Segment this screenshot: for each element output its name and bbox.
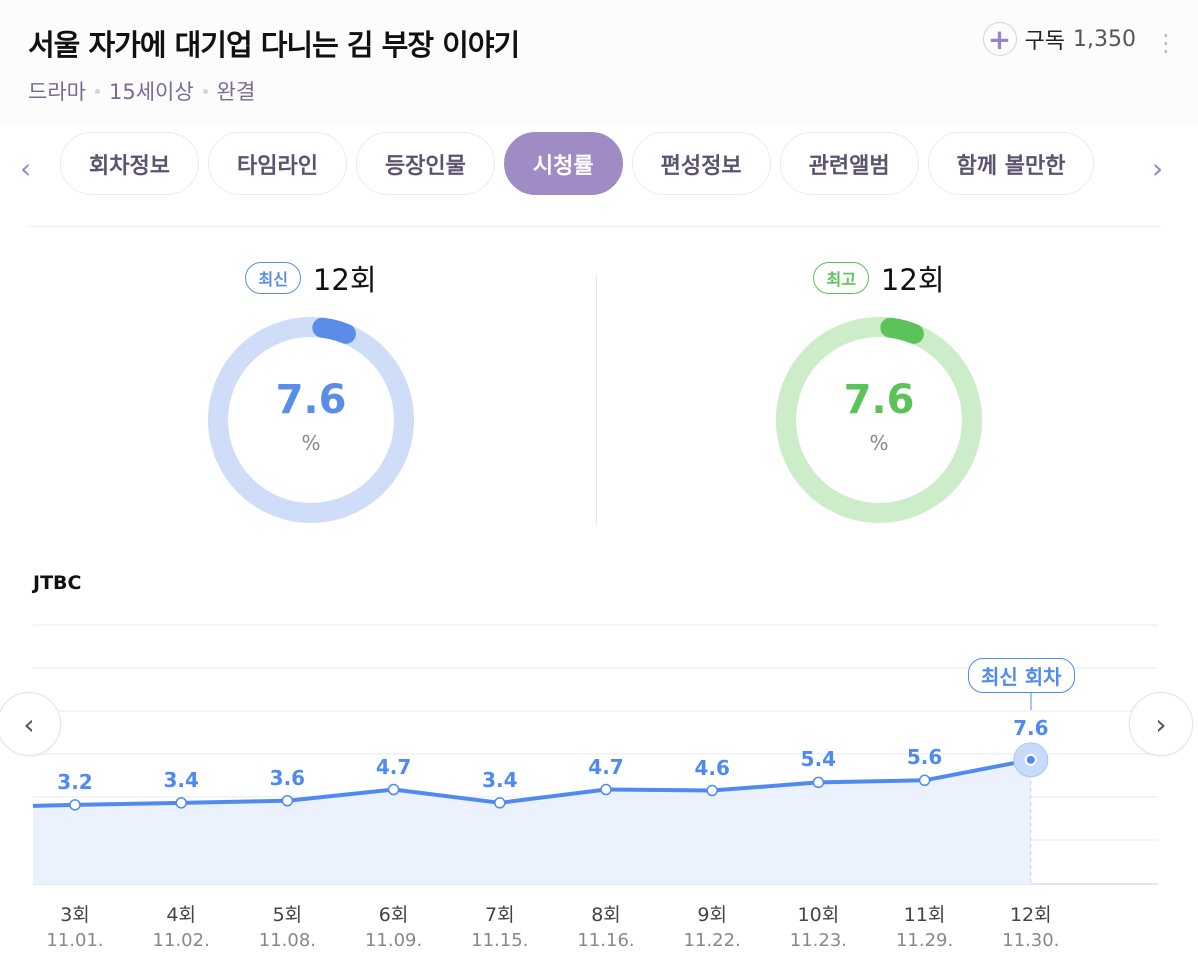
episode-label: 4회: [166, 904, 196, 926]
subscribe-count: 1,350: [1073, 26, 1136, 52]
date-label: 11.15.: [471, 930, 529, 951]
data-point: [812, 776, 825, 789]
data-label: 3.6: [269, 765, 306, 790]
date-label: 11.29.: [895, 930, 954, 951]
data-point: [69, 799, 81, 811]
latest-ring-arc: [208, 317, 414, 523]
latest-unit: %: [301, 431, 321, 455]
date-label: 11.16.: [577, 930, 635, 951]
separator: [94, 88, 100, 94]
more-options-icon[interactable]: · · ·: [1162, 22, 1170, 66]
date-label: 11.22.: [683, 930, 741, 951]
x-tick-label: 7회 11.15.: [460, 900, 540, 951]
tab-cast[interactable]: 등장인물: [355, 132, 495, 195]
data-label: 4.7: [375, 754, 412, 779]
chart-prev-button[interactable]: ‹: [0, 692, 61, 756]
tab-schedule[interactable]: 편성정보: [631, 132, 771, 195]
tabs-prev-icon[interactable]: ‹: [20, 152, 32, 185]
data-label: 3.4: [163, 767, 199, 792]
data-point: [600, 783, 612, 796]
x-tick-label: 12회 11.30.: [991, 900, 1071, 951]
tab-episodes[interactable]: 회차정보: [60, 132, 199, 195]
tab-ratings[interactable]: 시청률: [503, 132, 623, 195]
divider: [28, 226, 1162, 227]
data-point: [387, 783, 400, 796]
x-tick-label: 11회 11.29.: [885, 900, 965, 951]
data-point: [706, 784, 718, 797]
data-label: 7.6: [1013, 715, 1049, 740]
date-label: 11.09.: [364, 930, 423, 951]
data-point: [175, 797, 187, 809]
subscribe-button[interactable]: + 구독 1,350: [982, 22, 1136, 56]
latest-value: 7.6: [275, 377, 347, 423]
rating: 15세이상: [108, 80, 194, 104]
subscribe-label: 구독: [1024, 29, 1066, 54]
program-header: 서울 자가에 대기업 다니는 김 부장 이야기 드라마 15세이상 완결 + 구…: [0, 0, 1198, 125]
divider: [596, 275, 597, 525]
best-ring: 7.6 %: [774, 315, 984, 525]
chevron-right-icon: ›: [1155, 707, 1167, 741]
x-tick-label: 3회 11.01.: [35, 900, 115, 951]
plus-icon: +: [982, 22, 1017, 56]
data-point: [494, 797, 506, 809]
date-label: 11.23.: [789, 930, 848, 951]
episode-label: 3회: [60, 904, 90, 926]
date-label: 11.01.: [46, 930, 104, 951]
best-episode: 12회: [880, 263, 945, 297]
x-tick-label: 4회 11.02.: [141, 900, 221, 951]
data-label: 4.7: [588, 754, 624, 779]
data-label: 5.4: [800, 747, 837, 772]
program-title: 서울 자가에 대기업 다니는 김 부장 이야기: [28, 28, 520, 62]
latest-episode-annotation: 최신 회차: [968, 658, 1075, 693]
latest-ring: 7.6 %: [206, 315, 416, 525]
latest-episode: 12회: [312, 263, 377, 297]
episode-label: 6회: [378, 904, 409, 926]
episode-label: 11회: [903, 904, 946, 926]
chevron-left-icon: ‹: [23, 707, 35, 741]
x-tick-label: 6회 11.09.: [354, 900, 434, 951]
episode-label: 9회: [697, 904, 727, 926]
best-ring-arc: [776, 317, 982, 523]
data-point: [281, 795, 294, 807]
x-tick-label: 9회 11.22.: [672, 900, 752, 951]
x-tick-label: 5회 11.08.: [247, 900, 327, 951]
data-point: [918, 774, 931, 787]
tab-albums[interactable]: 관련앨범: [779, 132, 919, 195]
latest-badge: 최신: [245, 262, 301, 294]
episode-label: 5회: [272, 904, 303, 926]
date-label: 11.02.: [152, 930, 210, 951]
episode-label: 10회: [797, 904, 840, 926]
separator: [202, 88, 208, 94]
x-tick-label: 10회 11.23.: [778, 900, 858, 951]
data-label: 3.2: [57, 769, 93, 794]
date-label: 11.08.: [258, 930, 317, 951]
best-unit: %: [869, 431, 889, 455]
status: 완결: [216, 80, 256, 104]
chart-next-button[interactable]: ›: [1129, 692, 1193, 756]
program-meta: 드라마 15세이상 완결: [28, 76, 255, 106]
date-label: 11.30.: [1002, 930, 1060, 951]
best-rating: 최고 12회 7.6 %: [729, 258, 1029, 525]
data-label: 3.4: [482, 767, 518, 792]
latest-rating: 최신 12회 7.6 %: [161, 258, 461, 525]
genre: 드라마: [28, 80, 86, 104]
tab-related[interactable]: 함께 볼만한: [927, 132, 1095, 195]
data-label: 5.6: [906, 745, 943, 770]
tabs-next-icon[interactable]: ›: [1152, 152, 1164, 185]
chart-title: JTBC: [33, 572, 82, 594]
area-fill: [33, 759, 1031, 884]
data-point: [1024, 753, 1037, 766]
data-label: 4.6: [694, 755, 730, 780]
best-badge: 최고: [813, 262, 869, 294]
tab-timeline[interactable]: 타임라인: [207, 132, 347, 195]
episode-label: 8회: [591, 904, 621, 926]
x-tick-label: 8회 11.16.: [566, 900, 646, 951]
episode-label: 7회: [485, 904, 515, 926]
tab-bar: 회차정보 타임라인 등장인물 시청률 편성정보 관련앨범 함께 볼만한: [60, 132, 1128, 196]
best-value: 7.6: [843, 377, 915, 423]
episode-label: 12회: [1009, 904, 1052, 926]
